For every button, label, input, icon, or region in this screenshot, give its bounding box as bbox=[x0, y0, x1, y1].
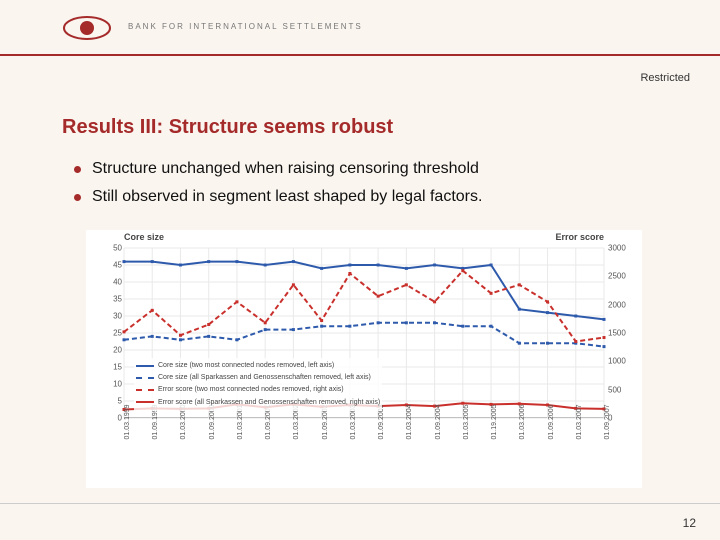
footer-divider bbox=[0, 503, 720, 504]
x-tick: 01.09.2007 bbox=[604, 404, 611, 439]
x-tick: 01.03.2004 bbox=[406, 404, 413, 439]
y-tick-left: 5 bbox=[102, 397, 122, 406]
legend-item: Error score (all Sparkassen and Genossen… bbox=[136, 397, 380, 408]
y-tick-right: 1000 bbox=[608, 357, 626, 366]
page-title: Results III: Structure seems robust bbox=[62, 116, 393, 139]
y-tick-right: 2000 bbox=[608, 300, 626, 309]
y-tick-left: 10 bbox=[102, 380, 122, 389]
chart-container: Core size Error score 0 5 10 15 20 25 30 35 40 45… bbox=[86, 230, 642, 488]
legend-item: Error score (two most connected nodes re… bbox=[136, 384, 380, 395]
bis-logo-icon bbox=[62, 14, 112, 47]
y-tick-right: 3000 bbox=[608, 244, 626, 253]
y-tick-left: 15 bbox=[102, 363, 122, 372]
classification-label: Restricted bbox=[640, 72, 690, 84]
legend-item: Core size (all Sparkassen and Genossensc… bbox=[136, 372, 380, 383]
list-item: Structure unchanged when raising censori… bbox=[74, 160, 482, 178]
x-tick: 01.03.2006 bbox=[519, 404, 526, 439]
x-tick: 01.03.1999 bbox=[124, 404, 131, 439]
y-tick-left: 35 bbox=[102, 295, 122, 304]
y-tick-left: 25 bbox=[102, 329, 122, 338]
x-tick: 01.03.2005 bbox=[463, 404, 470, 439]
page-number: 12 bbox=[683, 516, 696, 530]
chart-left-axis-title: Core size bbox=[124, 232, 164, 242]
list-item: Still observed in segment least shaped b… bbox=[74, 188, 482, 206]
y-tick-right: 2500 bbox=[608, 272, 626, 281]
y-tick-left: 20 bbox=[102, 346, 122, 355]
y-tick-right: 1500 bbox=[608, 329, 626, 338]
chart-right-axis-title: Error score bbox=[555, 232, 604, 242]
brand-name: BANK FOR INTERNATIONAL SETTLEMENTS bbox=[128, 22, 363, 31]
x-tick: 01.09.2006 bbox=[548, 404, 555, 439]
y-tick-left: 40 bbox=[102, 278, 122, 287]
chart-legend: Core size (two most connected nodes remo… bbox=[134, 358, 382, 411]
x-tick: 01.19.2005 bbox=[491, 404, 498, 439]
y-tick-left: 50 bbox=[102, 244, 122, 253]
y-tick-right: 500 bbox=[608, 385, 621, 394]
y-tick-left: 0 bbox=[102, 414, 122, 423]
slide-header: BANK FOR INTERNATIONAL SETTLEMENTS bbox=[0, 0, 720, 56]
y-tick-left: 45 bbox=[102, 261, 122, 270]
y-tick-left: 30 bbox=[102, 312, 122, 321]
x-tick: 01.03.2007 bbox=[576, 404, 583, 439]
bullet-list: Structure unchanged when raising censori… bbox=[74, 160, 482, 216]
x-tick: 01.09.2004 bbox=[435, 404, 442, 439]
legend-item: Core size (two most connected nodes remo… bbox=[136, 360, 380, 371]
